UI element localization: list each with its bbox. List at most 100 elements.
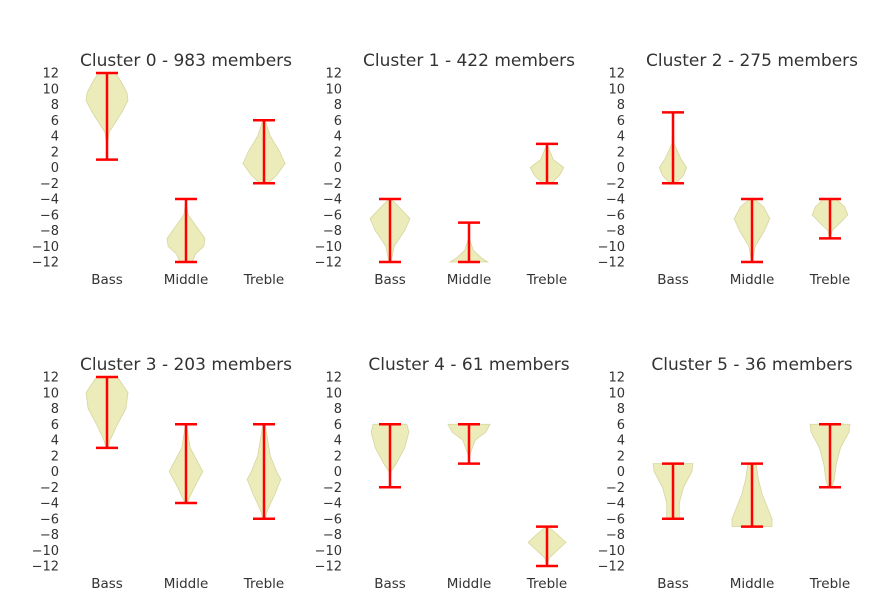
y-tick-label: 8 [51,98,59,113]
y-tick-label: −6 [40,208,59,223]
panel-cluster-4: Cluster 4 - 61 members121086420−2−4−6−8−… [315,355,570,592]
y-tick-label: 4 [617,130,625,145]
x-category-label: Treble [526,272,567,288]
y-tick-label: −4 [323,497,342,512]
y-tick-label: −10 [598,240,625,255]
y-tick-label: 12 [325,67,342,82]
y-tick-label: 4 [51,130,59,145]
y-tick-label: −6 [606,208,625,223]
y-tick-label: −12 [598,560,625,575]
panel-cluster-1: Cluster 1 - 422 members 121086420−2−4−6−8… [315,51,576,288]
y-tick-label: −8 [40,224,59,239]
x-category-label: Middle [730,272,775,288]
y-tick-label: 10 [608,386,625,401]
y-tick-label: −4 [606,193,625,208]
x-category-label: Bass [657,272,689,288]
x-category-label: Middle [730,576,775,592]
y-tick-label: 2 [617,145,625,160]
x-category-label: Middle [164,272,209,288]
y-tick-label: −12 [315,560,342,575]
y-tick-label: 4 [334,130,342,145]
y-tick-label: 2 [334,145,342,160]
x-category-label: Middle [447,576,492,592]
y-tick-label: 10 [325,82,342,97]
y-tick-label: −8 [606,528,625,543]
x-category-label: Treble [809,272,850,288]
panel-title: Cluster 3 - 203 members [80,355,292,375]
panel-cluster-3: Cluster 3 - 203 members 121086420−2−4−6−8… [32,355,293,592]
y-tick-label: −10 [598,544,625,559]
y-tick-label: −6 [323,512,342,527]
y-tick-label: −2 [40,177,59,192]
y-tick-label: 10 [608,82,625,97]
panel-cluster-2: Cluster 2 - 275 members 121086420−2−4−6−8… [598,51,859,288]
y-tick-label: 2 [51,449,59,464]
y-tick-label: −10 [315,240,342,255]
y-tick-label: −12 [32,256,59,271]
y-tick-label: 6 [51,114,59,129]
x-category-label: Treble [243,576,284,592]
x-category-label: Bass [657,576,689,592]
y-tick-label: −2 [606,177,625,192]
y-tick-label: 10 [42,82,59,97]
panel-title: Cluster 0 - 983 members [80,51,292,71]
y-tick-label: 8 [617,98,625,113]
y-tick-label: 0 [334,161,342,176]
y-tick-label: 6 [51,418,59,433]
y-tick-label: 4 [334,434,342,449]
y-tick-label: −8 [323,224,342,239]
y-tick-label: 10 [325,386,342,401]
y-tick-label: 8 [334,402,342,417]
y-tick-label: 12 [42,67,59,82]
y-tick-label: −10 [315,544,342,559]
x-category-label: Bass [374,576,406,592]
panel-title: Cluster 1 - 422 members [363,51,575,71]
y-tick-label: −8 [40,528,59,543]
y-tick-label: 6 [617,418,625,433]
y-tick-label: −2 [40,481,59,496]
y-tick-label: 10 [42,386,59,401]
x-category-label: Bass [374,272,406,288]
y-tick-label: 0 [334,465,342,480]
y-tick-label: 2 [334,449,342,464]
panel-title: Cluster 5 - 36 members [651,355,852,375]
y-tick-label: 6 [334,418,342,433]
y-tick-label: 0 [617,465,625,480]
y-tick-label: 6 [617,114,625,129]
y-tick-label: −2 [323,177,342,192]
x-category-label: Middle [447,272,492,288]
y-tick-label: −4 [606,497,625,512]
y-tick-label: −4 [40,193,59,208]
y-tick-label: 4 [617,434,625,449]
y-tick-label: −10 [32,240,59,255]
x-category-label: Middle [164,576,209,592]
y-tick-label: 8 [51,402,59,417]
y-tick-label: 12 [42,371,59,386]
panel-cluster-5: Cluster 5 - 36 members121086420−2−4−6−8−… [598,355,853,592]
y-tick-label: 12 [325,371,342,386]
y-tick-label: 4 [51,434,59,449]
y-tick-label: 0 [617,161,625,176]
y-tick-label: −4 [40,497,59,512]
y-tick-label: 0 [51,465,59,480]
panel-cluster-0: Cluster 0 - 983 members 121086420−2−4−6−8… [32,51,293,288]
y-tick-label: −8 [323,528,342,543]
y-tick-label: −10 [32,544,59,559]
y-tick-label: 8 [334,98,342,113]
y-tick-label: 8 [617,402,625,417]
y-tick-label: −12 [32,560,59,575]
x-category-label: Treble [243,272,284,288]
y-tick-label: 12 [608,67,625,82]
y-tick-label: 2 [51,145,59,160]
y-tick-label: −6 [323,208,342,223]
y-tick-label: 0 [51,161,59,176]
y-tick-label: −12 [598,256,625,271]
y-tick-label: 2 [617,449,625,464]
y-tick-label: 12 [608,371,625,386]
y-tick-label: −6 [606,512,625,527]
y-tick-label: −8 [606,224,625,239]
panel-title: Cluster 2 - 275 members [646,51,858,71]
y-tick-label: −2 [606,481,625,496]
y-tick-label: 6 [334,114,342,129]
